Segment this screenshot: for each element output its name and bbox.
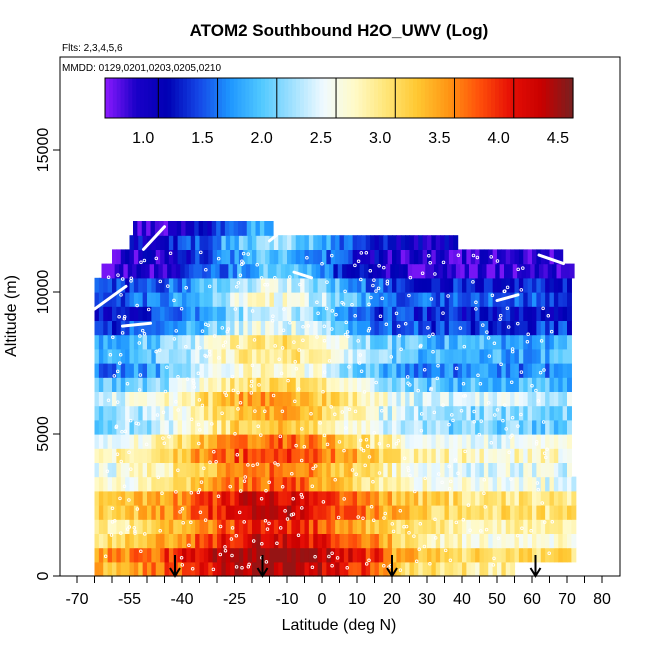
x-axis-label: Latitude (deg N) (282, 617, 397, 634)
colorbar-tick-label: 2.0 (251, 130, 273, 147)
x-tick-label: -40 (170, 591, 193, 608)
colorbar-tick-label: 4.0 (488, 130, 510, 147)
flight-streak (537, 253, 565, 266)
x-tick-label: 60 (523, 591, 541, 608)
flight-streak (495, 293, 520, 303)
flight-streak (121, 321, 152, 328)
y-tick-label: 0 (35, 571, 52, 580)
x-tick-label: 70 (558, 591, 576, 608)
x-axis: -70 -55 -40 -25 -10 0 10 20 30 40 50 60 70 80 (65, 576, 611, 608)
x-tick-label: -70 (65, 591, 88, 608)
colorbar-tick-label: 3.0 (369, 130, 391, 147)
colorbar-tick-label: 1.0 (132, 130, 154, 147)
down-arrow-icon (169, 555, 181, 578)
x-tick-label: 30 (418, 591, 436, 608)
x-tick-label: 20 (383, 591, 401, 608)
y-tick-label: 15000 (35, 128, 52, 173)
flight-track-streaks (93, 225, 565, 328)
flight-streak (93, 284, 128, 311)
heatmap-layer (94, 221, 577, 577)
x-tick-label: 40 (453, 591, 471, 608)
colorbar-tick-label: 1.5 (191, 130, 213, 147)
x-tick-label: -25 (223, 591, 246, 608)
arrows-layer (169, 555, 542, 578)
chart-title: ATOM2 Southbound H2O_UWV (Log) (190, 21, 489, 40)
x-tick-label: 50 (488, 591, 506, 608)
x-tick-label: -55 (118, 591, 141, 608)
x-tick-label: 80 (593, 591, 611, 608)
x-tick-label: 10 (348, 591, 366, 608)
down-arrow-icon (256, 555, 269, 578)
sample-points-layer (103, 250, 555, 572)
flight-streak (268, 233, 278, 243)
y-axis: 0 5000 10000 15000 (35, 128, 60, 580)
x-tick-label: 0 (318, 591, 327, 608)
flight-streak (292, 270, 313, 280)
y-axis-label: Altitude (m) (3, 275, 20, 357)
colorbar-tick-label: 2.5 (310, 130, 332, 147)
x-tick-label: -10 (275, 591, 298, 608)
colorbar: 1.0 1.5 2.0 2.5 3.0 3.5 4.0 4.5 (104, 77, 574, 147)
y-tick-label: 10000 (35, 270, 52, 315)
colorbar-tick-label: 4.5 (547, 130, 569, 147)
colorbar-tick-label: 3.5 (428, 130, 450, 147)
down-arrow-icon (386, 555, 398, 578)
y-tick-label: 5000 (35, 416, 52, 452)
flight-streak (142, 225, 166, 251)
dates-label: MMDD: 0129,0201,0203,0205,0210 (62, 63, 221, 74)
flights-label: Flts: 2,3,4,5,6 (62, 43, 123, 54)
down-arrow-icon (529, 555, 542, 578)
